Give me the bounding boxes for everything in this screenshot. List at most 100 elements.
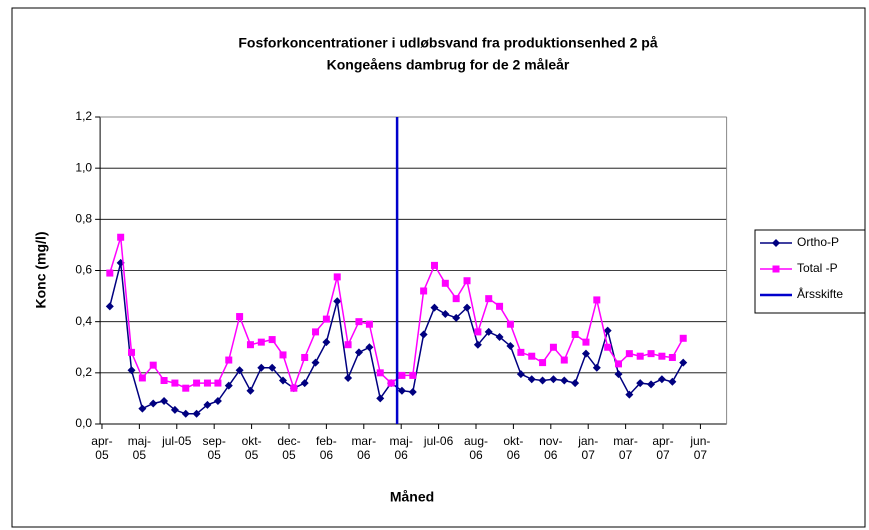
x-tick-label: nov-06 xyxy=(539,434,563,462)
marker xyxy=(149,399,158,408)
marker xyxy=(246,341,254,349)
marker xyxy=(603,326,612,335)
x-tick-label: sep-05 xyxy=(202,434,226,462)
marker xyxy=(106,269,114,277)
x-tick-label: maj-05 xyxy=(127,434,152,462)
marker xyxy=(301,353,309,361)
marker xyxy=(495,333,504,342)
y-tick-label: 1,0 xyxy=(75,160,92,174)
marker xyxy=(117,233,125,241)
marker xyxy=(668,353,676,361)
marker xyxy=(772,239,780,247)
y-tick-label: 0,6 xyxy=(75,263,92,277)
legend-label: Ortho-P xyxy=(797,235,839,249)
marker xyxy=(355,318,363,326)
marker xyxy=(484,327,493,336)
marker xyxy=(549,375,558,384)
marker xyxy=(772,265,780,273)
marker xyxy=(571,330,579,338)
marker xyxy=(679,334,687,342)
x-tick-label: mar-06 xyxy=(351,434,377,462)
marker xyxy=(615,360,623,368)
marker xyxy=(235,366,244,375)
x-tick-label: apr-05 xyxy=(91,434,113,462)
x-tick-label: jan-07 xyxy=(578,434,599,462)
marker xyxy=(300,379,309,388)
marker xyxy=(452,313,461,322)
marker xyxy=(463,303,472,312)
marker xyxy=(193,379,201,387)
x-tick-label: jul-06 xyxy=(423,434,454,448)
x-tick-label: apr-07 xyxy=(652,434,674,462)
x-tick-label: okt-06 xyxy=(503,434,524,462)
marker xyxy=(171,379,179,387)
marker xyxy=(397,386,406,395)
chart-title: Kongeåens dambrug for de 2 måleår xyxy=(327,57,570,73)
marker xyxy=(419,330,428,339)
marker xyxy=(647,380,656,389)
marker xyxy=(430,261,438,269)
marker xyxy=(344,341,352,349)
marker xyxy=(322,338,331,347)
marker xyxy=(657,375,666,384)
marker xyxy=(181,409,190,418)
marker xyxy=(430,303,439,312)
marker xyxy=(213,396,222,405)
marker xyxy=(398,371,406,379)
x-tick-label: mar-07 xyxy=(613,434,638,462)
marker xyxy=(225,356,233,364)
marker xyxy=(658,352,666,360)
marker xyxy=(138,404,147,413)
x-tick-label: maj-06 xyxy=(389,434,413,462)
marker xyxy=(203,400,212,409)
marker xyxy=(516,370,525,379)
marker xyxy=(636,379,645,388)
marker xyxy=(538,376,547,385)
marker xyxy=(246,386,255,395)
marker xyxy=(214,379,222,387)
y-tick-label: 0,2 xyxy=(75,365,92,379)
marker xyxy=(279,376,288,385)
marker xyxy=(441,279,449,287)
marker xyxy=(581,349,590,358)
marker xyxy=(105,302,114,311)
marker xyxy=(160,377,168,385)
marker xyxy=(268,363,277,372)
marker xyxy=(463,277,471,285)
marker xyxy=(354,348,363,357)
marker xyxy=(636,352,644,360)
marker xyxy=(517,348,525,356)
marker xyxy=(408,388,417,397)
marker xyxy=(506,320,514,328)
marker xyxy=(365,343,374,352)
marker xyxy=(409,371,417,379)
marker xyxy=(312,328,320,336)
x-axis-label: Måned xyxy=(390,489,434,505)
marker xyxy=(224,381,233,390)
marker xyxy=(625,350,633,358)
legend-label: Årsskifte xyxy=(797,286,843,301)
x-tick-label: aug-06 xyxy=(463,434,489,462)
y-tick-label: 0,8 xyxy=(75,212,92,226)
marker xyxy=(138,374,146,382)
marker xyxy=(571,379,580,388)
marker xyxy=(679,358,688,367)
marker xyxy=(279,351,287,359)
x-tick-label: feb-06 xyxy=(316,434,337,462)
marker xyxy=(236,313,244,321)
marker xyxy=(128,348,136,356)
marker xyxy=(474,328,482,336)
marker xyxy=(604,343,612,351)
marker xyxy=(376,394,385,403)
marker xyxy=(496,302,504,310)
marker xyxy=(182,384,190,392)
marker xyxy=(647,350,655,358)
marker xyxy=(625,390,634,399)
marker xyxy=(203,379,211,387)
marker xyxy=(160,396,169,405)
marker xyxy=(560,376,569,385)
marker xyxy=(485,295,493,303)
marker xyxy=(192,409,201,418)
